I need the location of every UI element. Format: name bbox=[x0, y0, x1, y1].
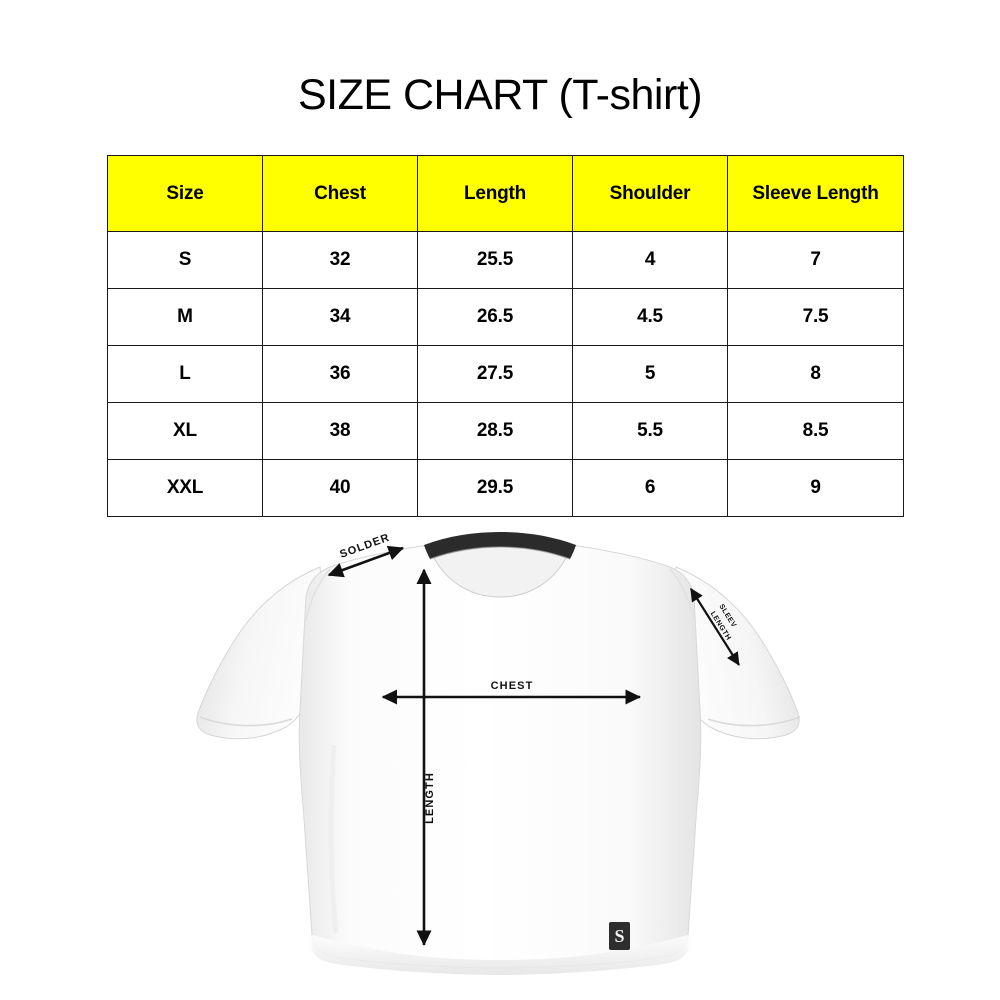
brand-tag-letter: S bbox=[614, 926, 624, 946]
table-header-row: Size Chest Length Shoulder Sleeve Length bbox=[107, 155, 904, 232]
cell-length: 27.5 bbox=[417, 345, 573, 403]
table-row: L 36 27.5 5 8 bbox=[107, 345, 904, 403]
cell-size: S bbox=[107, 231, 263, 289]
tshirt-left-shoulder-seam bbox=[305, 568, 331, 622]
column-header-sleeve-length: Sleeve Length bbox=[727, 155, 904, 232]
length-measurement-label: LENGTH bbox=[424, 772, 436, 824]
chest-measurement-label: CHEST bbox=[491, 680, 534, 692]
length-measurement: LENGTH bbox=[416, 568, 436, 947]
tshirt-collar-ring bbox=[429, 546, 571, 560]
sleeve-length-measurement: SLEEV LENGTH bbox=[690, 587, 740, 666]
cell-shoulder: 6 bbox=[572, 459, 728, 517]
cell-size: XL bbox=[107, 402, 263, 460]
tshirt-fold-right bbox=[661, 744, 672, 934]
cell-length: 25.5 bbox=[417, 231, 573, 289]
tshirt-collar bbox=[424, 532, 576, 559]
page-title: SIZE CHART (T-shirt) bbox=[297, 71, 703, 119]
cell-shoulder: 5 bbox=[572, 345, 728, 403]
cell-sleeve-length: 9 bbox=[727, 459, 904, 517]
size-chart-table-container: Size Chest Length Shoulder Sleeve Length… bbox=[107, 155, 904, 517]
cell-sleeve-length: 7.5 bbox=[727, 288, 904, 346]
tshirt-hem bbox=[311, 935, 689, 975]
column-header-size: Size bbox=[107, 155, 263, 232]
tshirt-body bbox=[298, 544, 702, 969]
table-row: S 32 25.5 4 7 bbox=[107, 231, 904, 289]
table-row: XXL 40 29.5 6 9 bbox=[107, 459, 904, 517]
cell-sleeve-length: 8.5 bbox=[727, 402, 904, 460]
cell-chest: 38 bbox=[262, 402, 418, 460]
table-row: M 34 26.5 4.5 7.5 bbox=[107, 288, 904, 346]
column-header-length: Length bbox=[417, 155, 573, 232]
table-row: XL 38 28.5 5.5 8.5 bbox=[107, 402, 904, 460]
column-header-chest: Chest bbox=[262, 155, 418, 232]
cell-chest: 36 bbox=[262, 345, 418, 403]
tshirt-right-sleeve-cuff bbox=[707, 716, 801, 727]
cell-shoulder: 4 bbox=[572, 231, 728, 289]
tshirt-fold-left bbox=[328, 744, 339, 934]
tshirt-illustration: S bbox=[196, 532, 801, 975]
cell-length: 29.5 bbox=[417, 459, 573, 517]
tshirt-left-sleeve bbox=[196, 566, 325, 740]
cell-sleeve-length: 8 bbox=[727, 345, 904, 403]
cell-shoulder: 4.5 bbox=[572, 288, 728, 346]
cell-length: 26.5 bbox=[417, 288, 573, 346]
tshirt-measurement-diagram: S SOLDER SLEEV LENGTH CHEST LENGTH bbox=[0, 505, 1000, 1000]
cell-chest: 32 bbox=[262, 231, 418, 289]
cell-shoulder: 5.5 bbox=[572, 402, 728, 460]
cell-sleeve-length: 7 bbox=[727, 231, 904, 289]
cell-size: M bbox=[107, 288, 263, 346]
cell-size: XXL bbox=[107, 459, 263, 517]
brand-tag: S bbox=[609, 922, 630, 950]
cell-chest: 34 bbox=[262, 288, 418, 346]
column-header-shoulder: Shoulder bbox=[572, 155, 728, 232]
cell-size: L bbox=[107, 345, 263, 403]
tshirt-left-sleeve-cuff bbox=[199, 716, 293, 727]
cell-length: 28.5 bbox=[417, 402, 573, 460]
size-chart-table: Size Chest Length Shoulder Sleeve Length… bbox=[107, 155, 904, 517]
